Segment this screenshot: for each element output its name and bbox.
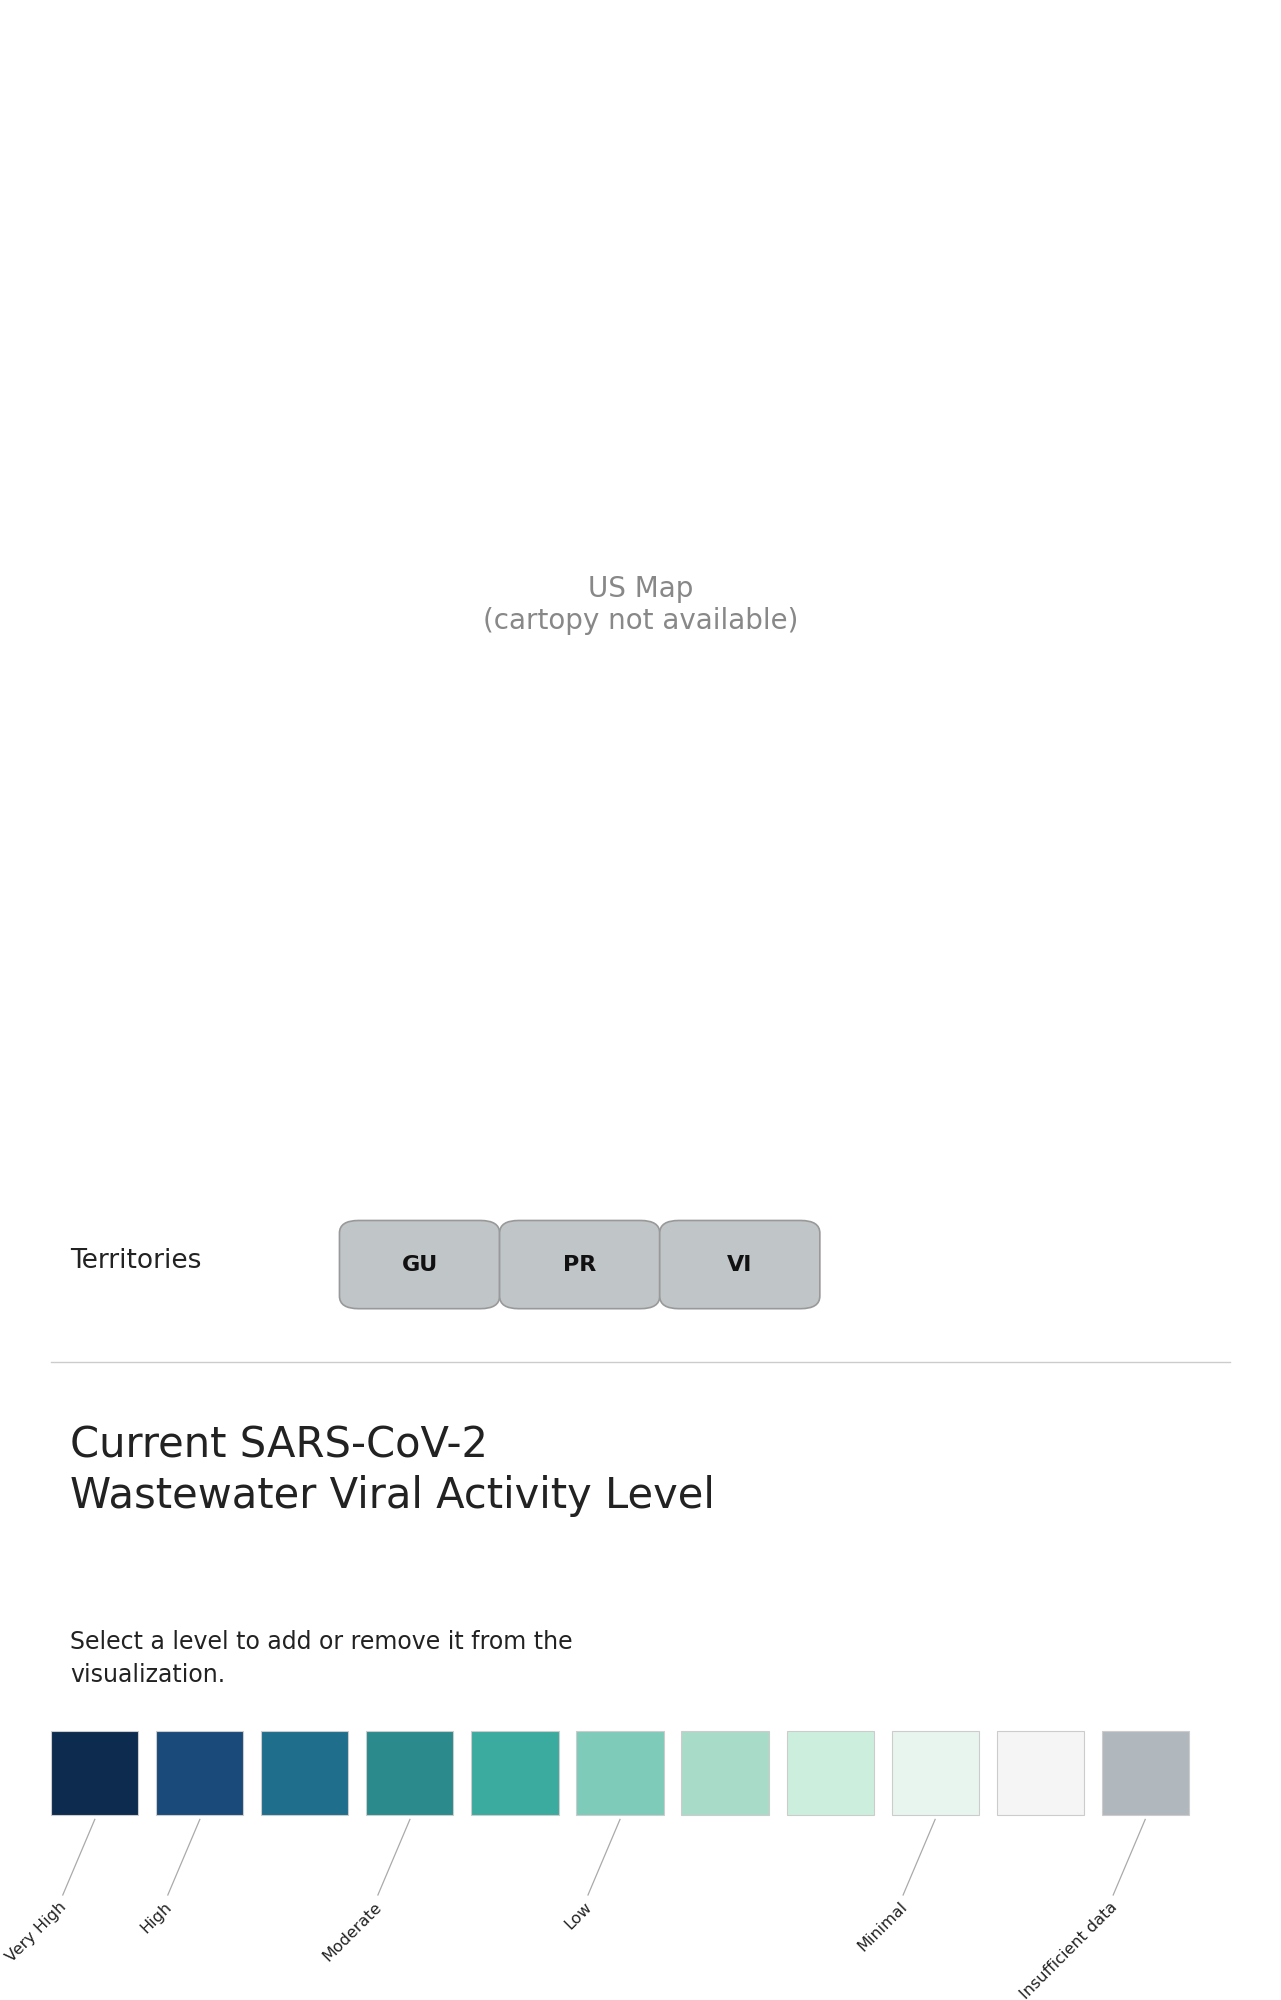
Text: Moderate: Moderate [320, 1900, 384, 1964]
Bar [787, 1732, 874, 1816]
Text: Territories: Territories [70, 1248, 202, 1274]
Text: Minimal: Minimal [854, 1900, 910, 1954]
Text: Insufficient data: Insufficient data [1017, 1900, 1120, 2000]
Text: Select a level to add or remove it from the
visualization.: Select a level to add or remove it from … [70, 1630, 573, 1686]
Bar [681, 1732, 769, 1816]
Text: PR: PR [564, 1254, 596, 1274]
Text: Very High: Very High [4, 1900, 69, 1966]
Bar [892, 1732, 979, 1816]
Text: VI: VI [728, 1254, 752, 1274]
FancyBboxPatch shape [339, 1220, 500, 1308]
Text: GU: GU [401, 1254, 438, 1274]
Text: Current SARS-CoV-2
Wastewater Viral Activity Level: Current SARS-CoV-2 Wastewater Viral Acti… [70, 1424, 715, 1516]
FancyBboxPatch shape [500, 1220, 660, 1308]
Bar [997, 1732, 1084, 1816]
Bar [51, 1732, 138, 1816]
Bar [366, 1732, 453, 1816]
Bar [576, 1732, 664, 1816]
Text: High: High [138, 1900, 174, 1936]
Bar [261, 1732, 348, 1816]
Bar [1102, 1732, 1189, 1816]
Bar [156, 1732, 243, 1816]
Text: US Map
(cartopy not available): US Map (cartopy not available) [483, 574, 798, 636]
Text: Low: Low [562, 1900, 594, 1932]
FancyBboxPatch shape [660, 1220, 820, 1308]
Bar [471, 1732, 559, 1816]
